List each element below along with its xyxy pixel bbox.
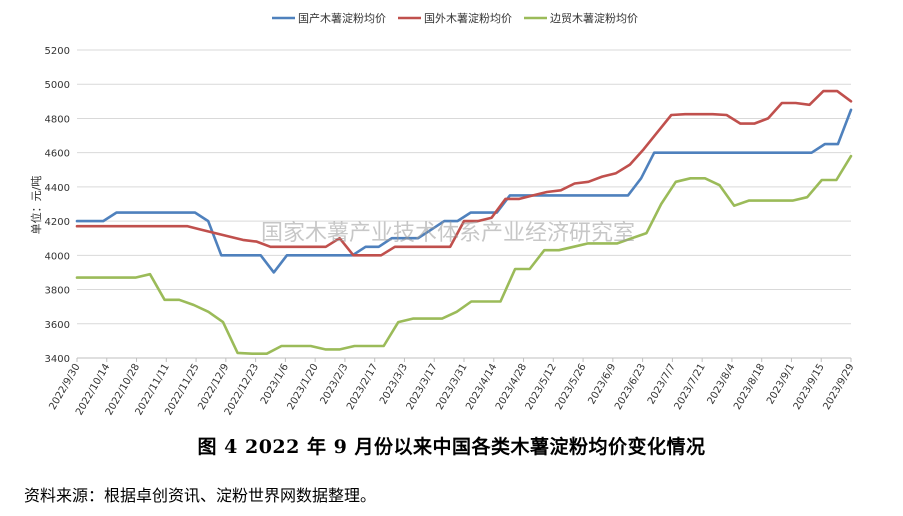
x-tick-label: 2023/6/9 (586, 362, 618, 406)
y-tick-label: 3400 (45, 354, 70, 365)
x-tick-label: 2023/3/3 (378, 362, 410, 406)
x-tick-label: 2023/7/21 (673, 362, 708, 412)
x-tick-label: 2023/2/17 (345, 362, 380, 412)
legend-label: 国外木薯淀粉均价 (424, 11, 512, 25)
x-tick-label: 2023/2/3 (319, 362, 351, 406)
y-tick-label: 3800 (45, 286, 70, 297)
x-tick-label: 2023/6/23 (613, 362, 648, 412)
x-tick-label: 2023/9/29 (821, 362, 856, 412)
x-tick-label: 2023/1/6 (259, 362, 291, 406)
watermark: 国家木薯产业技术体系产业经济研究室 (261, 221, 635, 246)
x-tick-label: 2023/1/20 (286, 362, 321, 412)
y-axis-ticks: 3400 3600 3800 4000 4200 4400 4600 4800 5000 5200 (45, 46, 70, 365)
y-tick-label: 3600 (45, 320, 70, 331)
figure-caption: 图 4 2022 年 9 月份以来中国各类木薯淀粉均价变化情况 (197, 436, 706, 458)
series-line-3 (75, 154, 853, 356)
x-tick-label: 2023/7/7 (646, 362, 678, 406)
y-axis-label: 单位：元/吨 (29, 176, 43, 235)
series-line-2 (75, 89, 853, 257)
x-tick-label: 2023/5/26 (554, 362, 589, 412)
x-axis-ticks: 2022/9/302022/10/142022/10/282022/11/112… (47, 358, 857, 417)
legend-label: 边贸木薯淀粉均价 (550, 11, 638, 25)
legend-label: 国产木薯淀粉均价 (298, 11, 386, 25)
grid-lines (77, 49, 851, 359)
legend: 国产木薯淀粉均价 国外木薯淀粉均价 边贸木薯淀粉均价 (272, 11, 638, 25)
x-tick-label: 2023/9/1 (765, 362, 797, 406)
series-lines (75, 89, 853, 356)
y-tick-label: 4800 (45, 114, 70, 125)
y-tick-label: 4000 (45, 251, 70, 262)
x-tick-label: 2023/8/4 (706, 362, 738, 406)
line-chart: 3400 3600 3800 4000 4200 4400 4600 4800 5000 5200… (29, 11, 857, 417)
data-source-note: 资料来源：根据卓创资讯、淀粉世界网数据整理。 (24, 486, 377, 505)
y-tick-label: 4200 (45, 217, 70, 228)
y-tick-label: 4600 (45, 149, 70, 160)
series-line-1 (75, 108, 853, 274)
y-tick-label: 5000 (45, 80, 70, 91)
y-tick-label: 5200 (45, 46, 70, 57)
y-tick-label: 4400 (45, 183, 70, 194)
x-tick-label: 2023/8/18 (732, 362, 767, 412)
